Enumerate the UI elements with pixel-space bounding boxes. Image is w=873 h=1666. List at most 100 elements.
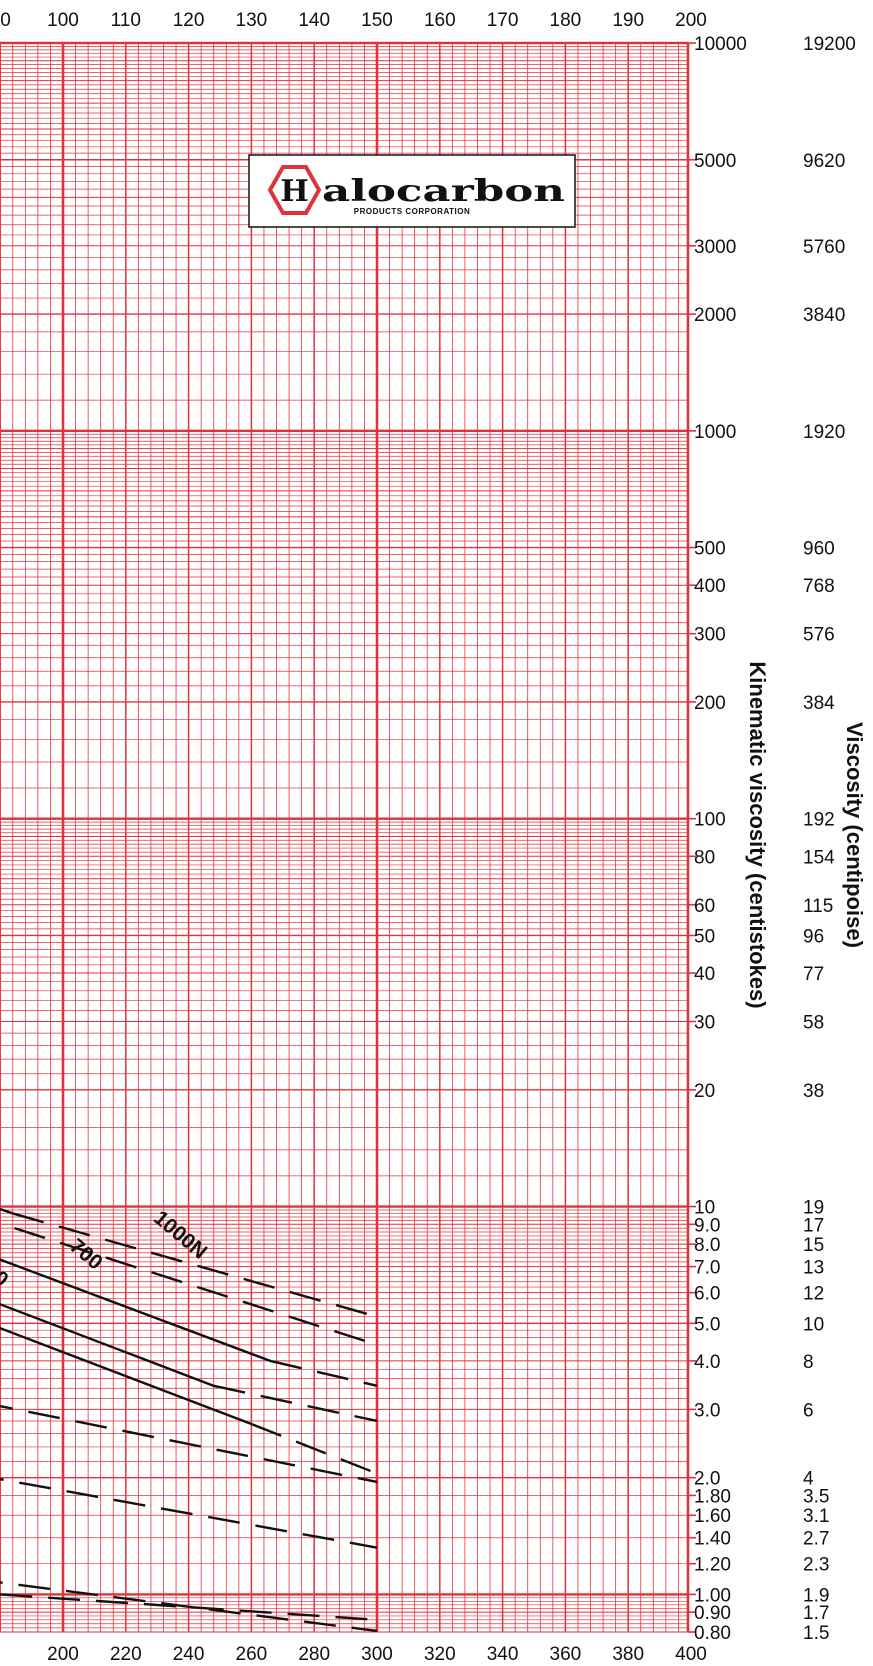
y-axis-title: Kinematic viscosity (centistokes) <box>745 661 770 1008</box>
x-top-tick-label: 200 <box>675 10 707 31</box>
x-top-tick-label: 90 <box>0 10 11 31</box>
y-tick-labels: 10000 5000 3000 2000 1000 500 400 300 200 100 80 60… <box>694 34 747 1644</box>
y-tick-label: 80 <box>694 847 715 868</box>
hexagon-icon <box>267 165 322 215</box>
cp-tick-label: 5760 <box>803 237 845 258</box>
cp-tick-label: 13 <box>803 1258 824 1279</box>
cp-tick-label: 38 <box>803 1081 824 1102</box>
y-tick-label: 1.00 <box>694 1585 731 1606</box>
y-tick-label: 5.0 <box>694 1314 720 1335</box>
cp-tick-label: 12 <box>803 1284 824 1305</box>
cp-tick-label: 768 <box>803 576 835 597</box>
y-tick-label: 6.0 <box>694 1284 720 1305</box>
y-tick-label: 40 <box>694 964 715 985</box>
cp-tick-label: 4 <box>803 1469 814 1490</box>
cp-tick-label: 1920 <box>803 422 845 443</box>
logo-letter-h: H <box>280 174 308 209</box>
y-tick-label: 2000 <box>694 305 736 326</box>
y-tick-label: 1.80 <box>694 1486 731 1507</box>
series-line-unlabeled-8-dashed <box>0 1581 378 1633</box>
series-line-56-dashed <box>0 1404 378 1484</box>
cp-tick-label: 384 <box>803 693 835 714</box>
series-line-unlabeled-7-dashed <box>0 1593 378 1622</box>
y-tick-label: 3000 <box>694 237 736 258</box>
y-tick-label: 8.0 <box>694 1235 720 1256</box>
series-line-200-solid <box>0 1302 215 1387</box>
cp-tick-label: 3.5 <box>803 1486 829 1507</box>
cp-tick-label: 8 <box>803 1352 814 1373</box>
cp-tick-label: 6 <box>803 1400 814 1421</box>
y-tick-label: 60 <box>694 896 715 917</box>
y-tick-label: 10000 <box>694 34 747 55</box>
cp-tick-label: 77 <box>803 964 824 985</box>
x-top-tick-label: 100 <box>47 10 79 31</box>
y-tick-label: 1.40 <box>694 1529 731 1550</box>
y-tick-label: 500 <box>694 539 726 560</box>
series-line-400-solid <box>0 1258 271 1363</box>
series-lines <box>0 1207 378 1633</box>
x-top-tick-label: 160 <box>424 10 456 31</box>
series-line-95-dashed <box>250 1422 378 1475</box>
x-top-tick-label: 130 <box>236 10 268 31</box>
cp-tick-label: 154 <box>803 847 835 868</box>
cp-tick-label: 2.7 <box>803 1529 829 1550</box>
y-tick-label: 50 <box>694 926 715 947</box>
y-tick-label: 100 <box>694 810 726 831</box>
y-tick-label: 7.0 <box>694 1258 720 1279</box>
series-line-1000n-dashed <box>12 1212 378 1318</box>
y-tick-label: 1.20 <box>694 1555 731 1576</box>
x-bottom-tick-label: 380 <box>612 1644 644 1665</box>
x-top-tick-label: 180 <box>550 10 582 31</box>
x-top-tick-label: 170 <box>487 10 519 31</box>
cp-tick-label: 15 <box>803 1235 824 1256</box>
x-bottom-tick-label: 260 <box>236 1644 268 1665</box>
x-bottom-tick-label: 340 <box>487 1644 519 1665</box>
x-bottom-tick-label: 360 <box>550 1644 582 1665</box>
x-bottom-tick-labels: 200 220 240 260 280 300 320 340 360 380 400 <box>47 1644 707 1665</box>
cp-tick-label: 17 <box>803 1215 824 1236</box>
y2-axis-title: Viscosity (centipoise) <box>842 722 867 948</box>
cp-tick-label: 2.3 <box>803 1555 829 1576</box>
centipoise-tick-labels: 1920096205760384019209607685763841921541… <box>803 34 856 1644</box>
x-top-tick-label: 140 <box>298 10 330 31</box>
cp-tick-label: 1.7 <box>803 1603 829 1624</box>
y-tick-label: 3.0 <box>694 1400 720 1421</box>
series-line-700-dashed <box>0 1222 378 1346</box>
minor-gridlines <box>0 43 688 1633</box>
series-line-27-dashed <box>0 1477 378 1549</box>
y-tick-label: 1000 <box>694 422 736 443</box>
y-tick-label: 300 <box>694 625 726 646</box>
series-line-95-solid <box>0 1326 252 1426</box>
cp-tick-label: 115 <box>803 896 833 917</box>
x-top-tick-label: 190 <box>612 10 644 31</box>
logo-wordmark: alocarbon <box>322 174 565 209</box>
y-tick-label: 10 <box>694 1198 715 1219</box>
major-gridlines <box>0 41 696 1633</box>
cp-tick-label: 576 <box>803 625 835 646</box>
logo-subtitle: PRODUCTS CORPORATION <box>354 207 471 216</box>
cp-tick-label: 96 <box>803 926 824 947</box>
cp-tick-label: 1.5 <box>803 1623 829 1644</box>
y-tick-label: 2.0 <box>694 1469 720 1490</box>
y-tick-label: 1.60 <box>694 1506 731 1527</box>
y-tick-label: 5000 <box>694 151 736 172</box>
logo: H alocarbon PRODUCTS CORPORATION <box>248 154 576 228</box>
y-tick-label: 4.0 <box>694 1352 720 1373</box>
cp-tick-label: 1.9 <box>803 1585 829 1606</box>
y-tick-label: 0.80 <box>694 1623 731 1644</box>
cp-tick-label: 960 <box>803 539 835 560</box>
x-bottom-tick-label: 220 <box>110 1644 142 1665</box>
x-top-tick-label: 120 <box>173 10 205 31</box>
cp-tick-label: 192 <box>803 810 835 831</box>
cp-tick-label: 3840 <box>803 305 845 326</box>
series-line-400-dashed <box>269 1359 378 1387</box>
cp-tick-label: 10 <box>803 1314 824 1335</box>
y-tick-label: 200 <box>694 693 726 714</box>
y-tick-label: 20 <box>694 1081 715 1102</box>
x-bottom-tick-label: 240 <box>173 1644 205 1665</box>
x-bottom-tick-label: 280 <box>298 1644 330 1665</box>
y-tick-label: 400 <box>694 576 726 597</box>
cp-tick-label: 58 <box>803 1013 824 1034</box>
y-tick-label: 30 <box>694 1013 715 1034</box>
